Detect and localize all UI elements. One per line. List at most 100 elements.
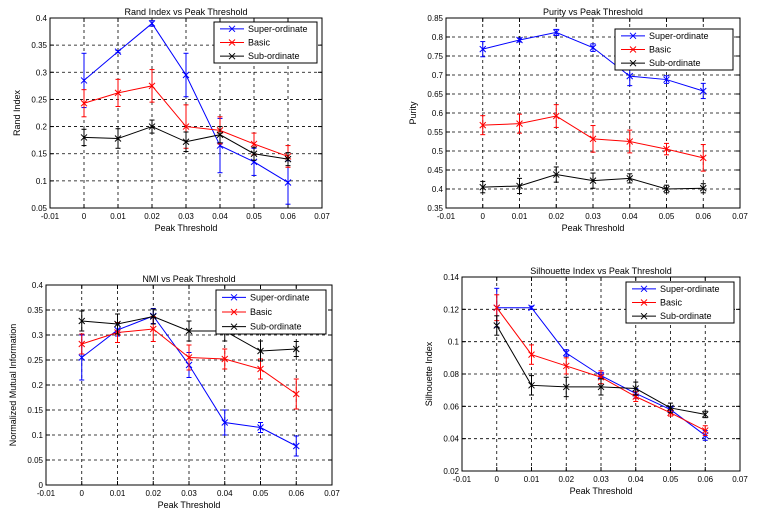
marker-stroke — [589, 177, 597, 184]
x-tick-label: 0.01 — [524, 475, 540, 484]
data-point — [114, 89, 122, 97]
data-point — [552, 112, 560, 120]
data-point — [250, 140, 258, 148]
legend-label: Super-ordinate — [250, 292, 310, 302]
data-point — [552, 29, 560, 36]
x-tick-label: 0 — [82, 212, 87, 221]
data-point — [589, 177, 597, 184]
data-point — [257, 365, 264, 373]
marker-stroke — [284, 179, 292, 186]
data-point — [182, 123, 190, 130]
legend: Super-ordinate Basic Sub-ordinate — [625, 281, 735, 324]
data-point — [699, 154, 707, 162]
y-tick-label: 0.1 — [32, 431, 44, 440]
marker-stroke — [284, 155, 292, 163]
data-point — [516, 182, 523, 190]
marker-stroke — [626, 175, 634, 182]
x-tick-label: 0.05 — [246, 212, 262, 221]
legend-marker — [230, 308, 238, 316]
marker-stroke — [699, 87, 707, 95]
marker-stroke — [552, 112, 560, 120]
marker-stroke — [80, 77, 88, 84]
marker-stroke — [528, 351, 535, 358]
data-point — [149, 325, 157, 333]
legend-marker — [640, 285, 648, 293]
marker-stroke — [185, 327, 193, 335]
data-point — [148, 123, 156, 130]
x-tick-label: 0.06 — [697, 475, 713, 484]
chart-panel-1: -0.01 0 0.01 0.02 0.03 0.04 0.05 0.06 0.07 0.05 0.… — [12, 7, 330, 233]
x-tick-label: 0.03 — [181, 489, 197, 498]
x-axis-label: Peak Threshold — [570, 486, 633, 496]
x-axis-label: Peak Threshold — [158, 500, 221, 510]
marker-stroke — [292, 345, 300, 353]
marker-stroke — [626, 72, 634, 80]
marker-stroke — [562, 349, 570, 357]
y-axis-label: Normalized Mutual Information — [8, 324, 18, 447]
marker-stroke — [182, 71, 190, 79]
marker-stroke — [516, 182, 523, 190]
x-tick-label: 0 — [481, 212, 486, 221]
x-tick-label: 0.03 — [585, 212, 601, 221]
data-point — [663, 76, 670, 83]
legend-label: Basic — [248, 38, 271, 48]
data-point — [663, 145, 670, 153]
data-point — [114, 135, 122, 142]
chart-title: Purity vs Peak Threshold — [543, 7, 643, 17]
data-point — [663, 185, 670, 193]
legend-label: Sub-ordinate — [248, 51, 300, 61]
data-point — [292, 442, 300, 450]
y-tick-label: 0.65 — [427, 90, 443, 99]
data-point — [597, 383, 605, 391]
marker-stroke — [250, 150, 258, 158]
data-point — [632, 385, 640, 392]
data-point — [562, 383, 570, 391]
marker-stroke — [182, 123, 190, 130]
legend-label: Super-ordinate — [248, 24, 308, 34]
x-tick-label: 0.07 — [324, 489, 340, 498]
data-point — [701, 411, 709, 418]
x-tick-label: 0 — [80, 489, 85, 498]
x-tick-label: 0.04 — [212, 212, 228, 221]
data-point — [78, 354, 86, 361]
marker-stroke — [479, 45, 487, 53]
data-point — [479, 45, 487, 53]
marker-stroke — [257, 347, 264, 355]
data-point — [699, 87, 707, 95]
legend-marker — [629, 46, 637, 53]
legend-label: Super-ordinate — [649, 31, 709, 41]
y-axis-label: Silhouette Index — [424, 341, 434, 406]
chart-panel-3: -0.01 0 0.01 0.02 0.03 0.04 0.05 0.06 0.0700.050… — [8, 274, 340, 510]
axes-box — [49, 17, 323, 209]
x-tick-label: 0.05 — [663, 475, 679, 484]
data-point — [185, 354, 193, 361]
data-point — [667, 404, 674, 412]
legend: Super-ordinate Basic Sub-ordinate — [614, 28, 734, 71]
marker-stroke — [493, 304, 501, 312]
x-tick-label: 0.07 — [732, 212, 748, 221]
data-point — [257, 424, 264, 431]
y-tick-label: 0.25 — [27, 356, 43, 365]
y-tick-label: 0.15 — [27, 406, 43, 415]
legend-marker — [230, 293, 238, 301]
marker-stroke — [221, 419, 229, 426]
marker-stroke — [701, 411, 709, 418]
data-point — [257, 347, 264, 355]
marker-stroke — [114, 320, 121, 328]
marker-stroke — [257, 424, 264, 431]
legend-marker — [629, 32, 637, 40]
marker-stroke — [626, 138, 634, 145]
y-tick-label: 0.75 — [427, 52, 443, 61]
x-tick-label: 0.02 — [144, 212, 160, 221]
marker-stroke — [149, 313, 157, 320]
marker-stroke — [185, 354, 193, 361]
data-point — [626, 175, 634, 182]
marker-stroke — [552, 171, 560, 178]
data-point — [148, 82, 156, 90]
x-tick-label: -0.01 — [437, 212, 456, 221]
chart-title: NMI vs Peak Threshold — [142, 274, 235, 284]
x-tick-label: 0 — [495, 475, 500, 484]
marker-stroke — [221, 355, 229, 363]
data-point — [493, 304, 501, 312]
legend-marker — [230, 323, 238, 331]
